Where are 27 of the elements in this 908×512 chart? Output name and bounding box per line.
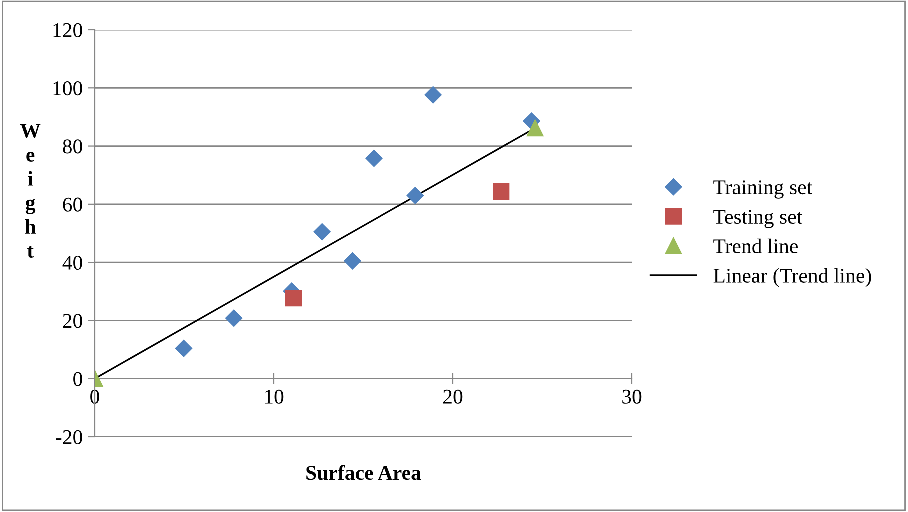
y-tick-label: 40 (62, 256, 82, 270)
x-axis-title: Surface Area (306, 465, 422, 480)
point (424, 86, 442, 104)
legend-label: Testing set (714, 210, 803, 228)
point (285, 290, 302, 307)
point (366, 150, 383, 168)
legend-label: Training set (714, 180, 812, 199)
y-tick-label: 80 (63, 140, 82, 154)
x-tick-label: 20 (444, 390, 463, 404)
point (492, 183, 510, 200)
y-tick-label: 60 (63, 198, 82, 212)
y-tick-label: 120 (54, 23, 82, 38)
y-tick-label: -20 (56, 430, 82, 444)
point (344, 252, 362, 270)
point (406, 187, 424, 204)
point (314, 223, 331, 241)
y-tick-label: 0 (74, 372, 82, 386)
x-tick-label: 10 (265, 390, 284, 404)
x-tick-label: 30 (622, 390, 642, 404)
point (226, 310, 243, 327)
y-axis-title: Weight (20, 124, 41, 258)
legend-label: Trend line (714, 238, 798, 254)
y-tick-label: 100 (54, 82, 82, 96)
y-tick-label: 20 (63, 314, 82, 328)
legend-label: Linear (Trend line) (714, 268, 872, 288)
point (175, 340, 193, 358)
x-tick-label: 0 (90, 390, 100, 404)
